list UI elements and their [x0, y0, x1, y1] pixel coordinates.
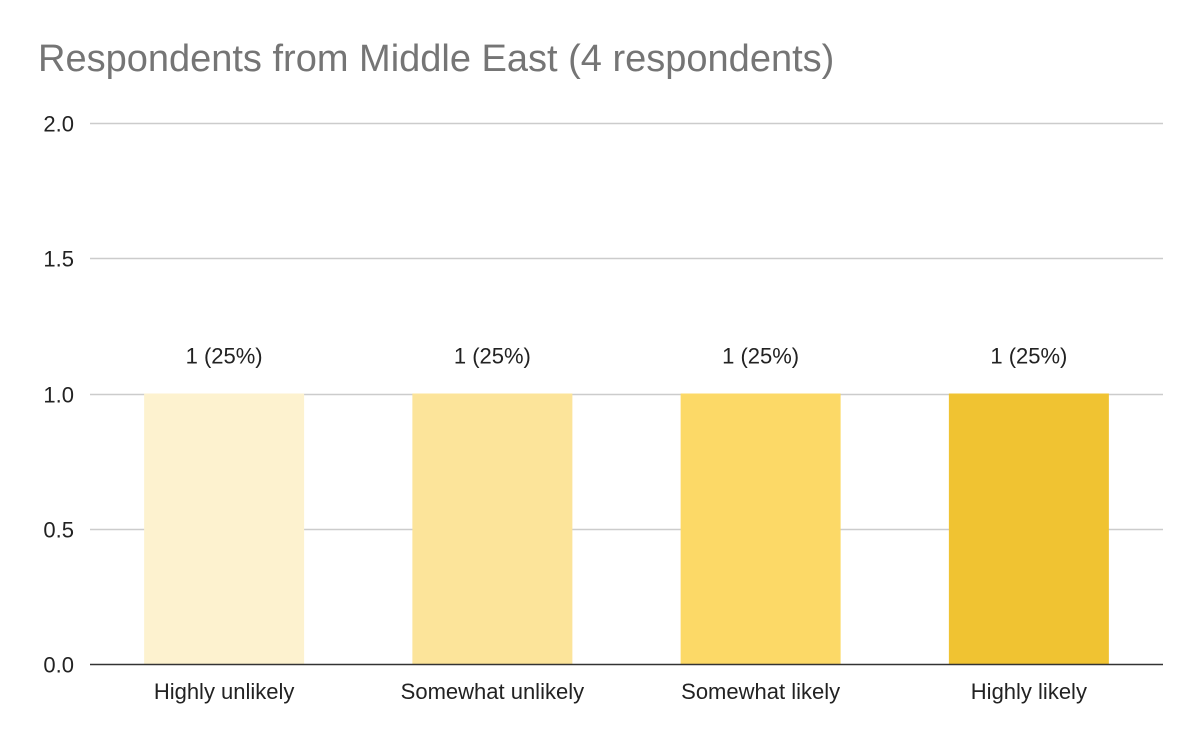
data-labels: 1 (25%) 1 (25%) 1 (25%) 1 (25%) — [186, 344, 1068, 369]
y-tick-label: 1.0 — [43, 383, 74, 408]
y-tick-label: 2.0 — [43, 112, 74, 137]
y-axis-tick-labels: 0.0 0.5 1.0 1.5 2.0 — [43, 112, 74, 678]
bar — [412, 393, 573, 664]
bar — [680, 393, 841, 664]
x-tick-label: Somewhat unlikely — [401, 679, 584, 704]
data-label: 1 (25%) — [990, 344, 1067, 369]
chart-title: Respondents from Middle East (4 responde… — [38, 38, 835, 80]
x-tick-label: Somewhat likely — [681, 679, 840, 704]
bars — [144, 393, 1109, 664]
x-tick-label: Highly unlikely — [154, 679, 295, 704]
data-label: 1 (25%) — [454, 344, 531, 369]
y-tick-label: 0.0 — [43, 653, 74, 678]
x-axis-tick-labels: Highly unlikely Somewhat unlikely Somewhat… — [154, 679, 1087, 704]
data-label: 1 (25%) — [186, 344, 263, 369]
y-tick-label: 0.5 — [43, 518, 74, 543]
x-tick-label: Highly likely — [971, 679, 1087, 704]
data-label: 1 (25%) — [722, 344, 799, 369]
y-tick-label: 1.5 — [43, 247, 74, 272]
bar — [948, 393, 1109, 664]
bar — [144, 393, 305, 664]
